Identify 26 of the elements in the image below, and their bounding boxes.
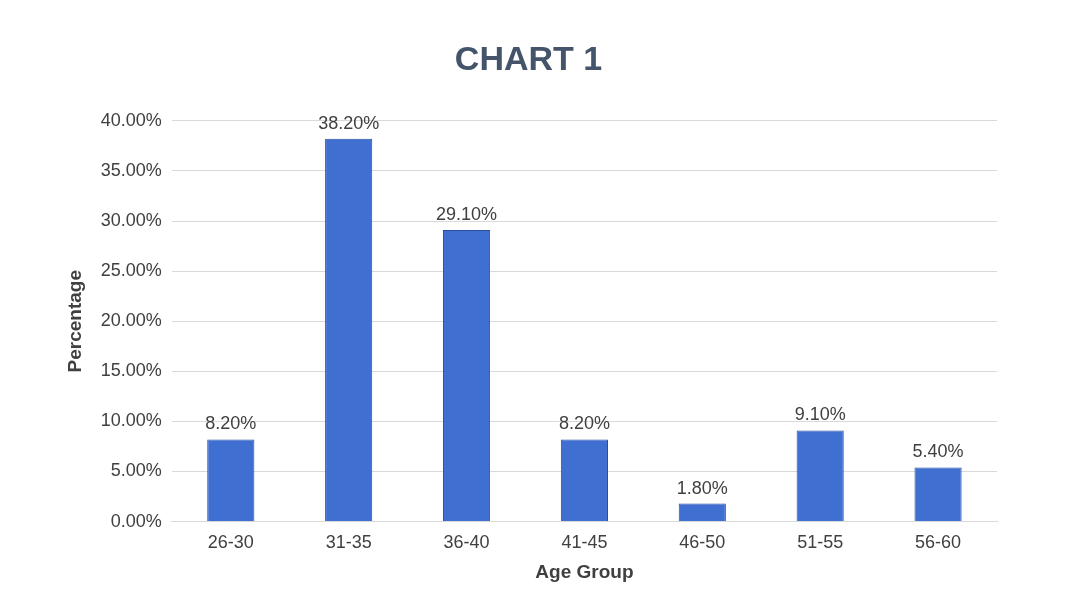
y-tick-label: 25.00%: [100, 260, 162, 281]
y-axis-title: Percentage: [63, 269, 85, 373]
chart-title: CHART 1: [454, 38, 603, 77]
x-tick-label: 51-55: [797, 532, 844, 553]
x-tick-label: 31-35: [325, 532, 372, 553]
data-label: 5.40%: [912, 441, 964, 462]
y-tick-label: 35.00%: [100, 159, 162, 180]
x-axis-title: Age Group: [535, 560, 634, 582]
data-label: 8.20%: [205, 413, 257, 434]
x-tick-label: 26-30: [207, 532, 254, 553]
x-tick-label: 56-60: [915, 532, 962, 553]
x-tick-label: 36-40: [443, 532, 490, 553]
y-tick-label: 0.00%: [110, 510, 162, 531]
y-tick-label: 5.00%: [110, 460, 162, 481]
x-tick-label: 46-50: [679, 532, 726, 553]
y-tick-label: 10.00%: [100, 410, 162, 431]
x-tick-label: 41-45: [561, 532, 608, 553]
data-label: 38.20%: [318, 112, 380, 133]
data-label: 8.20%: [558, 413, 610, 434]
y-tick-label: 30.00%: [100, 209, 162, 230]
data-label: 29.10%: [436, 203, 498, 224]
data-label: 9.10%: [794, 404, 846, 425]
data-label: 1.80%: [676, 477, 728, 498]
y-tick-label: 15.00%: [100, 360, 162, 381]
y-tick-label: 20.00%: [100, 310, 162, 331]
y-tick-label: 40.00%: [100, 109, 162, 130]
